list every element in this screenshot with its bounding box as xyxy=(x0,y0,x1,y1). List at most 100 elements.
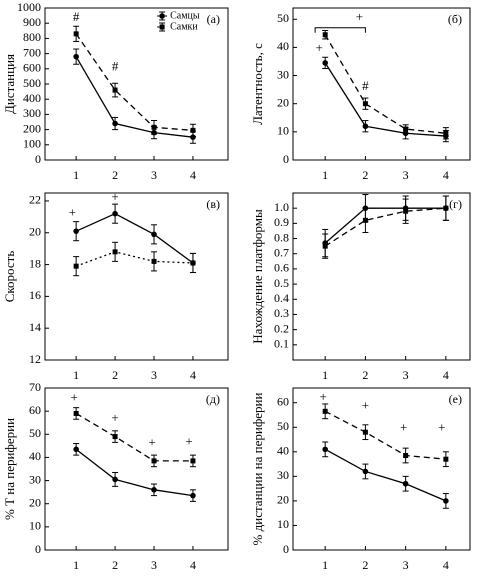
plot-frame xyxy=(292,192,471,361)
data-point xyxy=(73,53,79,60)
data-point xyxy=(112,476,118,483)
x-tick-label: 4 xyxy=(190,168,196,182)
y-tick-label: 22 xyxy=(29,193,41,207)
y-tick-label: 800 xyxy=(23,30,41,44)
data-point xyxy=(73,228,79,234)
y-tick-label: 500 xyxy=(23,76,41,90)
y-tick-label: 30 xyxy=(277,468,289,482)
data-point xyxy=(73,263,79,269)
series-line xyxy=(324,34,446,134)
annotation: + xyxy=(69,205,76,220)
y-tick-label: 1.0 xyxy=(274,200,289,214)
data-point xyxy=(443,205,449,211)
plot-frame xyxy=(292,387,471,551)
data-point xyxy=(190,127,196,133)
data-point xyxy=(190,260,196,266)
y-tick-label: 60 xyxy=(277,394,289,408)
y-tick-label: 0.7 xyxy=(274,245,289,259)
x-tick-label: 1 xyxy=(322,368,328,382)
y-tick-label: 30 xyxy=(277,67,289,81)
annotation: # xyxy=(362,78,369,93)
series-line xyxy=(75,412,193,462)
annotation: + xyxy=(71,389,78,404)
y-tick-label: 40 xyxy=(277,444,289,458)
data-point xyxy=(73,410,79,416)
x-tick-label: 3 xyxy=(151,558,157,572)
data-point xyxy=(322,32,328,38)
y-tick-label: 0 xyxy=(35,152,41,166)
annotation: + xyxy=(319,389,326,404)
y-tick-label: 50 xyxy=(277,419,289,433)
data-point xyxy=(322,243,328,249)
y-tick-label: 30 xyxy=(29,472,41,486)
data-point xyxy=(73,31,79,37)
y-tick-label: 900 xyxy=(23,15,41,29)
legend-marker xyxy=(159,24,165,30)
significance-bracket xyxy=(314,27,366,33)
y-tick-label: 60 xyxy=(29,403,41,417)
y-tick-label: 1000 xyxy=(17,0,41,14)
data-point xyxy=(190,134,196,140)
y-tick-label: 0.6 xyxy=(274,261,289,275)
y-tick-label: 0.3 xyxy=(274,306,289,320)
y-tick-label: 40 xyxy=(277,39,289,53)
panel-label: (д) xyxy=(206,392,220,406)
y-tick-label: 0 xyxy=(35,542,41,556)
y-tick-label: 600 xyxy=(23,61,41,75)
panel-label: (е) xyxy=(449,392,462,406)
data-point xyxy=(322,408,328,414)
x-tick-label: 4 xyxy=(190,368,196,382)
y-tick-label: 18 xyxy=(29,256,41,270)
series-line xyxy=(75,33,194,132)
y-tick-label: 300 xyxy=(23,106,41,120)
y-tick-label: 20 xyxy=(277,95,289,109)
annotation: + xyxy=(315,40,322,55)
annotation: + xyxy=(438,419,445,434)
y-tick-label: 0.8 xyxy=(274,230,289,244)
y-axis-label: Дистанция xyxy=(2,54,17,114)
data-point xyxy=(362,101,368,107)
y-tick-label: 14 xyxy=(29,320,41,334)
x-tick-label: 2 xyxy=(362,368,368,382)
y-tick-label: 0 xyxy=(283,152,289,166)
data-point xyxy=(112,210,118,217)
y-tick-label: 20 xyxy=(277,493,289,507)
annotation: + xyxy=(356,9,363,24)
data-point xyxy=(190,492,196,499)
series-line xyxy=(75,251,193,267)
y-tick-label: 0.9 xyxy=(274,215,289,229)
data-point xyxy=(151,231,157,238)
data-point xyxy=(402,480,409,487)
y-tick-label: 10 xyxy=(277,517,289,531)
y-tick-label: 12 xyxy=(29,352,41,366)
x-tick-label: 4 xyxy=(443,368,449,382)
legend-label: Самки xyxy=(170,21,198,32)
x-tick-label: 3 xyxy=(151,368,157,382)
data-point xyxy=(73,446,79,453)
y-tick-label: 50 xyxy=(29,426,41,440)
y-axis-label: Скорость xyxy=(2,251,17,303)
data-point xyxy=(151,124,157,130)
x-tick-label: 1 xyxy=(322,168,328,182)
annotation: + xyxy=(111,410,118,425)
series-line xyxy=(324,448,447,502)
y-tick-label: 0.4 xyxy=(274,291,289,305)
series-line xyxy=(75,448,194,497)
data-point xyxy=(362,468,369,475)
series-line xyxy=(324,207,446,244)
plot-frame xyxy=(292,7,471,161)
plot-frame xyxy=(44,387,229,551)
y-tick-label: 50 xyxy=(277,11,289,25)
y-tick-label: 100 xyxy=(23,137,41,151)
panel-label: (в) xyxy=(206,197,220,211)
plot-frame xyxy=(44,192,229,361)
y-tick-label: 16 xyxy=(29,288,41,302)
data-point xyxy=(151,258,157,264)
y-tick-label: 10 xyxy=(277,124,289,138)
series-line xyxy=(75,212,194,264)
y-tick-label: 400 xyxy=(23,91,41,105)
data-point xyxy=(362,123,369,130)
x-tick-label: 2 xyxy=(362,558,368,572)
